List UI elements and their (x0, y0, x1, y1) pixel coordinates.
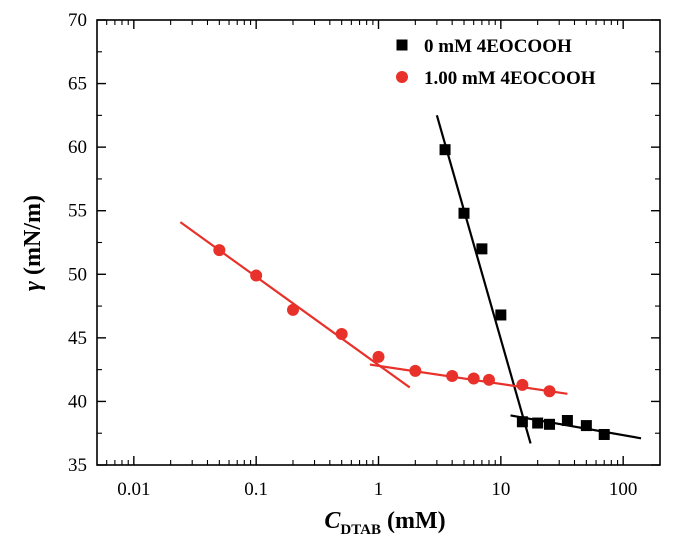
data-point (286, 303, 299, 316)
data-point (467, 372, 480, 385)
x-axis-title-sub: DTAB (340, 522, 381, 538)
y-tick-label: 40 (68, 391, 87, 412)
y-tick-label: 55 (68, 201, 87, 222)
y-tick-label: 60 (68, 137, 87, 158)
data-point (439, 144, 451, 156)
data-point (250, 269, 263, 282)
legend-marker (396, 71, 408, 83)
y-tick-label: 50 (68, 264, 87, 285)
x-tick-label: 10 (491, 479, 510, 500)
x-axis-title-unit: (mM) (381, 508, 446, 534)
data-point (532, 417, 544, 429)
data-point (544, 418, 556, 430)
data-point (598, 428, 610, 440)
y-tick-label: 70 (68, 10, 87, 31)
x-tick-label: 0.1 (244, 479, 268, 500)
y-axis-title-symbol: γ (20, 281, 46, 291)
fit-line (510, 414, 642, 440)
y-tick-label: 35 (68, 455, 87, 476)
fit-lines (179, 115, 642, 444)
x-axis-title-main: C (324, 508, 341, 534)
data-point (372, 350, 385, 363)
data-point (409, 364, 422, 377)
data-point (516, 416, 528, 428)
y-axis-title-unit: (mN/m) (20, 195, 46, 281)
data-point (516, 378, 529, 391)
x-tick-label: 0.01 (117, 479, 150, 500)
data-point (482, 373, 495, 386)
x-tick-label: 100 (609, 479, 638, 500)
tick-labels: 0.01 0.1 1 10 100 35 40 45 50 55 60 65 70 (68, 10, 637, 500)
legend-marker (396, 39, 408, 51)
legend: 0 mM 4EOCOOH 1.00 mM 4EOCOOH (396, 36, 596, 89)
data-point (446, 370, 459, 382)
data-point (458, 207, 470, 219)
data-point (213, 244, 226, 257)
data-points (213, 144, 610, 440)
data-point (543, 385, 556, 398)
data-point (495, 309, 507, 321)
legend-label: 0 mM 4EOCOOH (424, 36, 572, 57)
y-tick-label: 45 (68, 328, 87, 349)
y-axis-title: γ (mN/m) (20, 195, 46, 291)
fit-line (435, 115, 532, 444)
plot-frame (96, 19, 661, 466)
x-tick-label: 1 (374, 479, 384, 500)
data-point (335, 328, 348, 341)
data-point (476, 243, 488, 255)
x-axis-title: CDTAB (mM) (324, 508, 445, 538)
y-tick-label: 65 (68, 74, 87, 95)
data-point (561, 415, 573, 426)
legend-label: 1.00 mM 4EOCOOH (424, 68, 596, 89)
data-point (580, 420, 592, 432)
